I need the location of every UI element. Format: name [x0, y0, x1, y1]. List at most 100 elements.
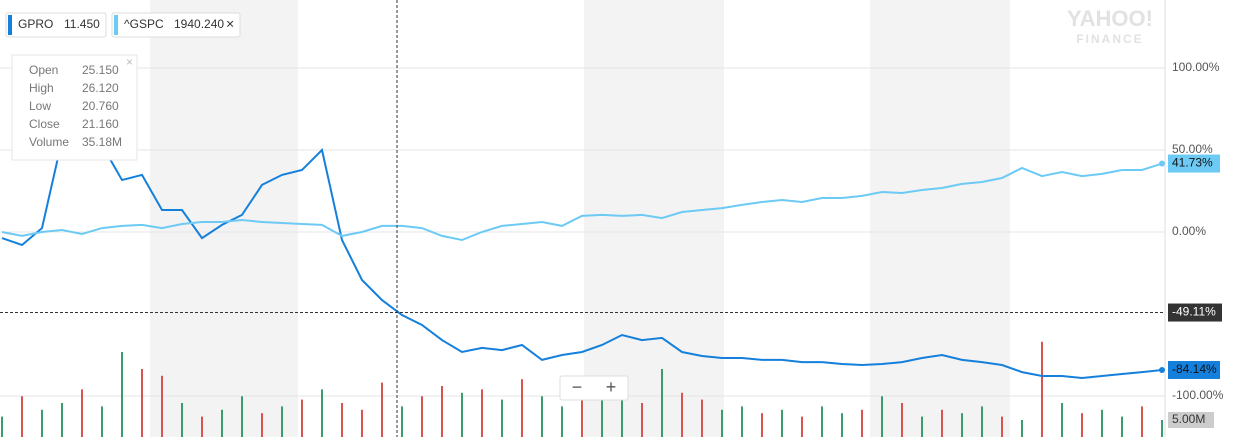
volume-bar: [221, 409, 223, 437]
legend-swatch: [8, 15, 12, 35]
volume-bar: [41, 409, 43, 437]
volume-bar: [1, 416, 3, 437]
volume-bar: [521, 379, 523, 437]
tooltip: × Open 25.150 High 26.120 Low 20.760 Close 21.1…: [11, 54, 138, 161]
end-label: -84.14%: [1172, 362, 1217, 376]
volume-bar: [721, 409, 723, 437]
zoom-box: [559, 375, 629, 401]
volume-tick-bg: [1168, 411, 1214, 428]
volume-bar: [21, 396, 23, 437]
legend: GPRO 11.450 ^GSPC 1940.240 ×: [5, 12, 241, 38]
volume-bar: [601, 389, 603, 437]
volume-bar: [501, 399, 503, 437]
volume-bar: [381, 382, 383, 437]
volume-bar: [561, 406, 563, 437]
tooltip-value: 26.120: [82, 81, 119, 95]
legend-name: ^GSPC: [124, 17, 164, 31]
volume-bar: [821, 406, 823, 437]
tooltip-box: [11, 54, 138, 161]
volume-bar: [301, 399, 303, 437]
end-dot: [1159, 366, 1165, 373]
end-label-bg: [1168, 154, 1220, 173]
legend-item[interactable]: [111, 12, 241, 38]
volume-bar: [1141, 406, 1143, 437]
volume-bars: [1, 341, 1163, 437]
band: [870, 0, 1010, 437]
logo-bottom: FINANCE: [1076, 32, 1143, 46]
volume-bar: [881, 396, 883, 437]
series-line: [1, 162, 1163, 242]
y-tick-label: 0.00%: [1172, 224, 1206, 238]
zoom-in[interactable]: +: [606, 377, 617, 397]
end-label-bg: [1168, 360, 1220, 379]
volume-bar: [461, 392, 463, 437]
tooltip-label: Close: [29, 117, 60, 131]
end-label: 41.73%: [1172, 156, 1213, 170]
crosshair-label: -49.11%: [1172, 305, 1216, 319]
volume-bar: [1061, 402, 1063, 437]
volume-bar: [181, 402, 183, 437]
volume-bar: [1021, 419, 1023, 437]
volume-bar: [441, 385, 443, 437]
lines: [1, 59, 1165, 380]
axis: 100.00% 50.00% 0.00% -100.00% 5.00M -84.14% 41…: [0, 60, 1224, 428]
zoom-controls: − +: [559, 375, 629, 401]
volume-bar: [361, 409, 363, 437]
volume-bar: [1081, 413, 1083, 437]
logo-top: YAHOO!: [1067, 6, 1153, 31]
volume-bar: [741, 406, 743, 437]
volume-bar: [681, 392, 683, 437]
volume-bar: [621, 396, 623, 437]
volume-bar: [401, 406, 403, 437]
volume-bar: [341, 402, 343, 437]
tooltip-label: Open: [29, 63, 58, 77]
legend-remove[interactable]: ×: [226, 16, 234, 32]
volume-bar: [1161, 419, 1163, 437]
volume-bar: [981, 406, 983, 437]
volume-bar: [701, 399, 703, 437]
volume-bar: [661, 368, 663, 437]
volume-bar: [121, 351, 123, 437]
volume-bar: [921, 416, 923, 437]
band: [150, 0, 298, 437]
volume-bar: [1101, 409, 1103, 437]
volume-bar: [641, 402, 643, 437]
tooltip-close[interactable]: ×: [126, 55, 133, 69]
volume-bar: [901, 402, 903, 437]
tooltip-value: 21.160: [82, 117, 119, 131]
zoom-out[interactable]: −: [572, 377, 583, 397]
tooltip-value: 20.760: [82, 99, 119, 113]
volume-bar: [241, 396, 243, 437]
volume-bar: [281, 406, 283, 437]
legend-name: GPRO: [18, 17, 53, 31]
legend-item[interactable]: [5, 12, 107, 38]
legend-swatch: [114, 15, 118, 35]
volume-bar: [1121, 416, 1123, 437]
legend-price: 1940.240: [174, 17, 224, 31]
legend-price: 11.450: [64, 17, 100, 31]
volume-bar: [161, 375, 163, 437]
tooltip-label: High: [29, 81, 54, 95]
volume-bar: [81, 389, 83, 437]
volume-bar: [781, 409, 783, 437]
volume-bar: [961, 413, 963, 437]
tooltip-value: 35.18M: [82, 135, 122, 149]
volume-bar: [261, 413, 263, 437]
crosshair-label-bg: [1168, 303, 1222, 322]
volume-bar: [421, 396, 423, 437]
volume-bar: [541, 396, 543, 437]
logo: YAHOO! FINANCE: [1067, 6, 1153, 46]
volume-bar: [761, 413, 763, 437]
series-line: [1, 59, 1163, 380]
volume-bar: [141, 368, 143, 437]
volume-bar: [581, 375, 583, 437]
volume-bar: [101, 406, 103, 437]
band: [584, 0, 724, 437]
y-tick-label: 100.00%: [1172, 60, 1220, 74]
tooltip-value: 25.150: [82, 63, 119, 77]
volume-bar: [1041, 341, 1043, 437]
y-tick-label: 50.00%: [1172, 142, 1213, 156]
tooltip-label: Low: [29, 99, 51, 113]
volume-bar: [801, 416, 803, 437]
